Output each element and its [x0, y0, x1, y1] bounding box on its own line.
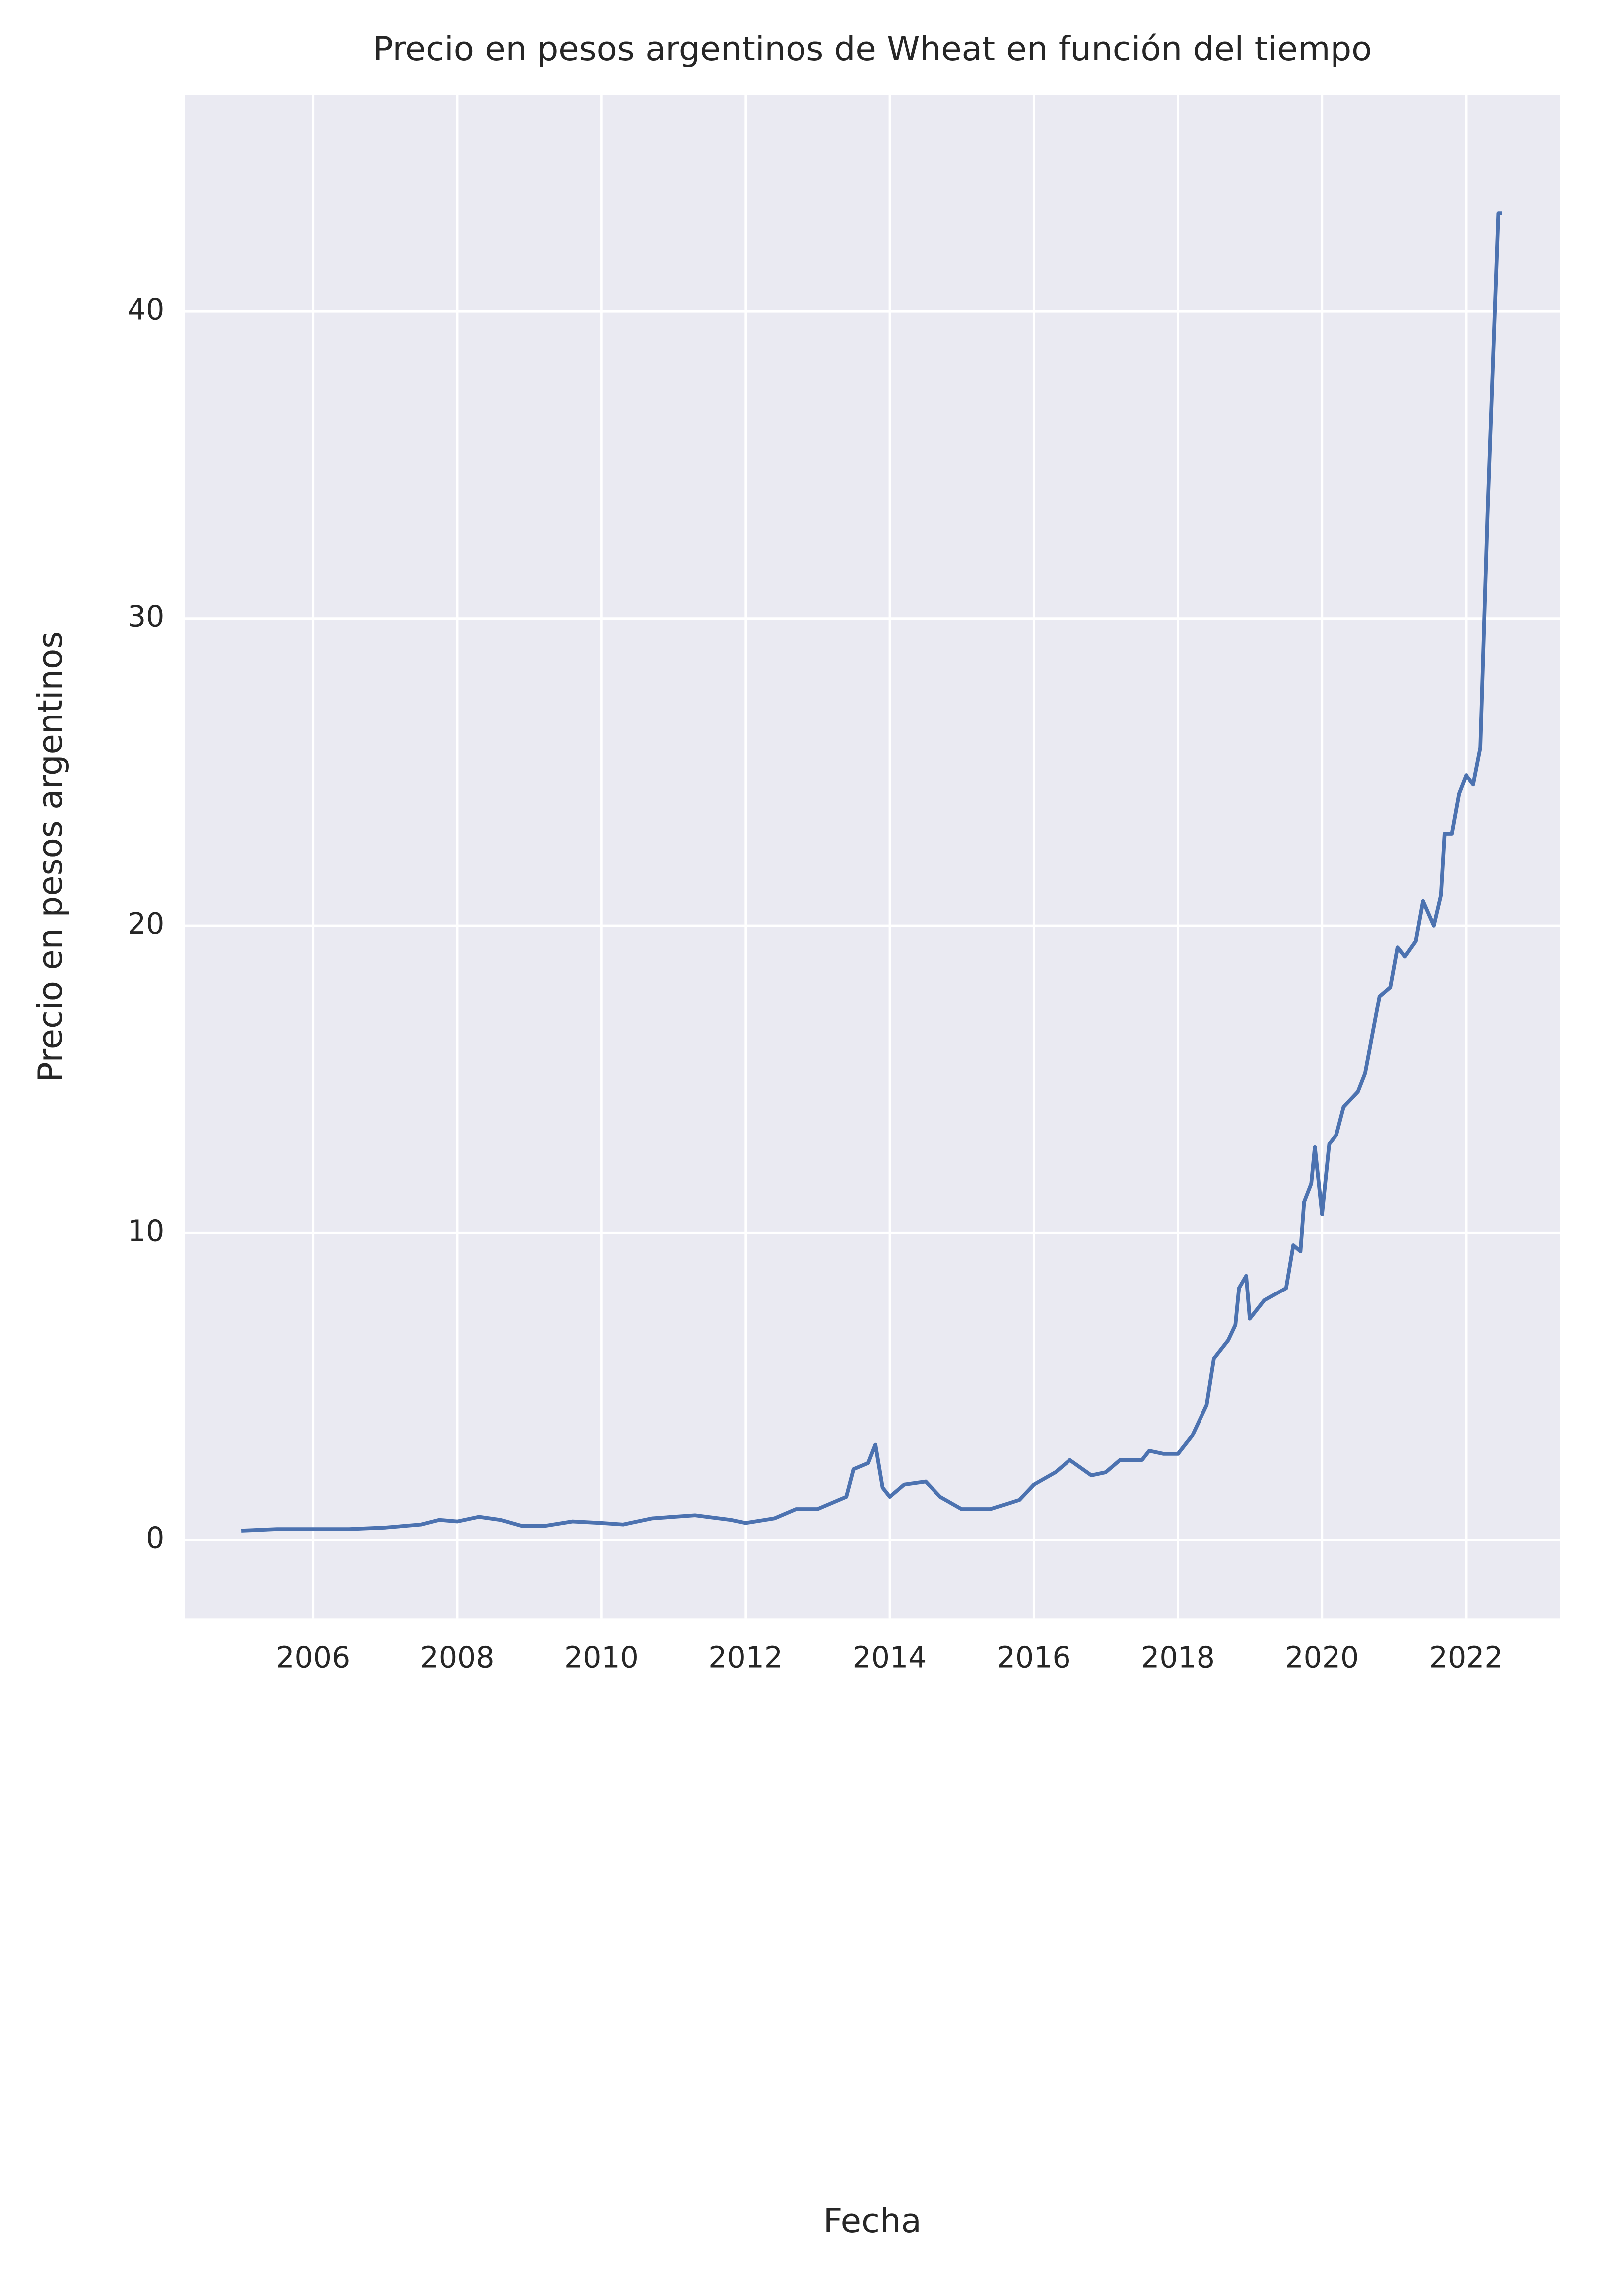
y-tick-label: 20	[128, 907, 164, 941]
x-tick-label: 2018	[1141, 1640, 1215, 1674]
x-tick-label: 2010	[564, 1640, 639, 1674]
x-axis-label: Fecha	[823, 2201, 922, 2240]
x-tick-label: 2012	[708, 1640, 783, 1674]
plot-background	[185, 95, 1560, 1619]
x-tick-label: 2016	[997, 1640, 1071, 1674]
x-tick-label: 2014	[853, 1640, 927, 1674]
data-line	[241, 211, 1502, 1533]
x-tick-label: 2008	[420, 1640, 495, 1674]
y-axis-label: Precio en pesos argentinos	[31, 631, 70, 1082]
y-tick-label: 30	[128, 600, 164, 634]
chart-title: Precio en pesos argentinos de Wheat en f…	[373, 29, 1372, 68]
y-tick-label: 0	[146, 1521, 164, 1555]
x-tick-label: 2022	[1429, 1640, 1503, 1674]
y-tick-label: 10	[128, 1214, 164, 1248]
y-tick-label: 40	[128, 292, 164, 326]
x-tick-label: 2020	[1285, 1640, 1359, 1674]
x-tick-label: 2006	[276, 1640, 350, 1674]
